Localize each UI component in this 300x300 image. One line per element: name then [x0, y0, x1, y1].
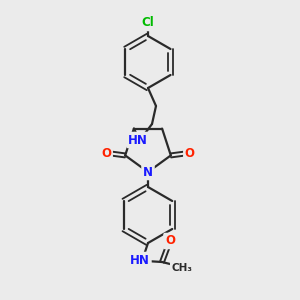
Text: O: O	[185, 147, 195, 160]
Text: N: N	[143, 166, 153, 178]
Text: HN: HN	[130, 254, 150, 266]
Text: CH₃: CH₃	[172, 263, 193, 273]
Text: O: O	[165, 235, 175, 248]
Text: HN: HN	[128, 134, 148, 146]
Text: Cl: Cl	[142, 16, 154, 29]
Text: O: O	[101, 147, 111, 160]
